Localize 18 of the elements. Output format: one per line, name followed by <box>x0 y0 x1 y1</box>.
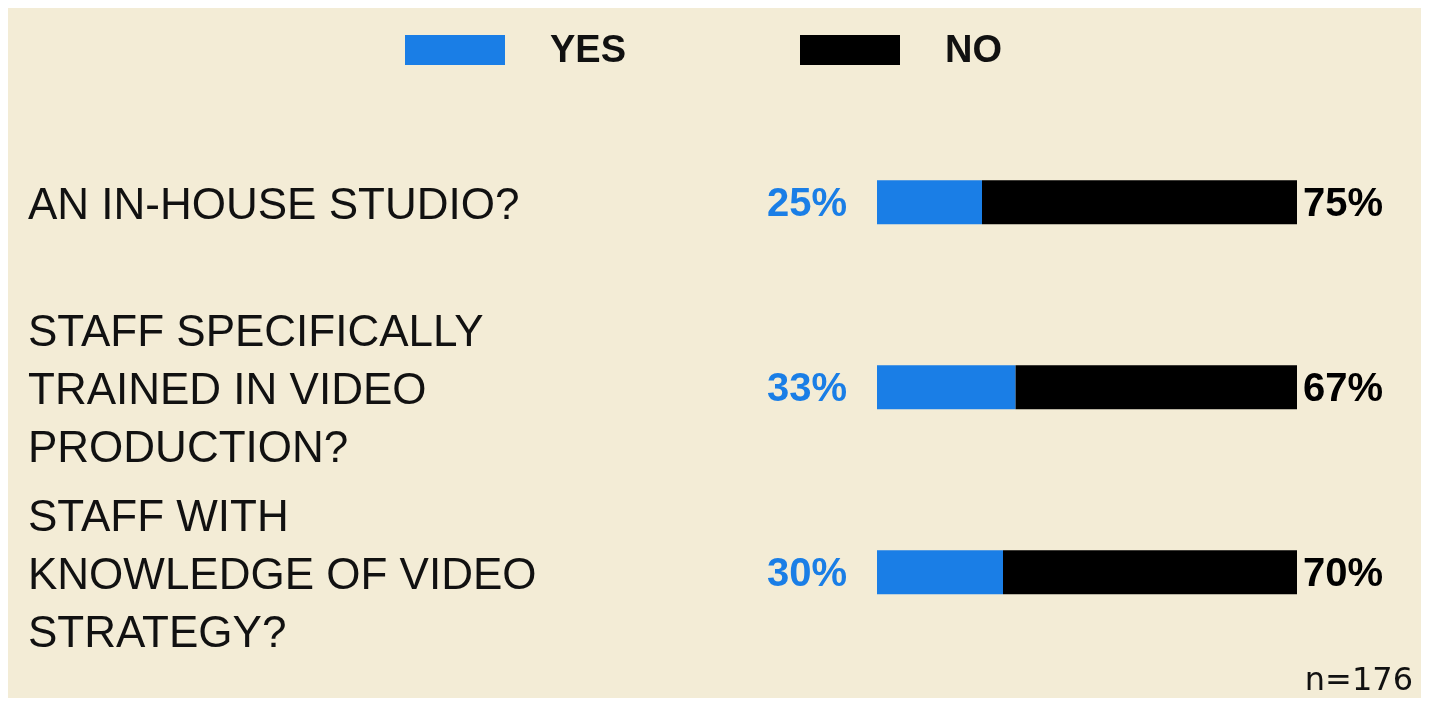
bar <box>1015 365 1297 410</box>
text: n=176 <box>1304 660 1413 698</box>
bar <box>1003 550 1297 595</box>
bar <box>877 180 982 225</box>
legend-label: YES <box>550 28 627 71</box>
y-tick-label: AN IN-HOUSE STUDIO? <box>28 178 520 227</box>
data-label: 67% <box>1303 365 1384 410</box>
data-label: 75% <box>1303 180 1384 225</box>
data-label: 30% <box>766 550 847 595</box>
bar <box>877 365 1016 410</box>
data-label: 33% <box>766 365 847 410</box>
y-tick-label: STAFF SPECIFICALLY TRAINED IN VIDEO PRODUCTION? <box>28 305 484 470</box>
bar <box>877 550 1003 595</box>
legend-label: NO <box>945 28 1002 71</box>
bar <box>982 180 1297 225</box>
data-label: 25% <box>766 180 847 225</box>
data-label: 70% <box>1303 550 1384 595</box>
y-tick-label: STAFF WITH KNOWLEDGE OF VIDEO STRATEGY? <box>28 490 537 655</box>
